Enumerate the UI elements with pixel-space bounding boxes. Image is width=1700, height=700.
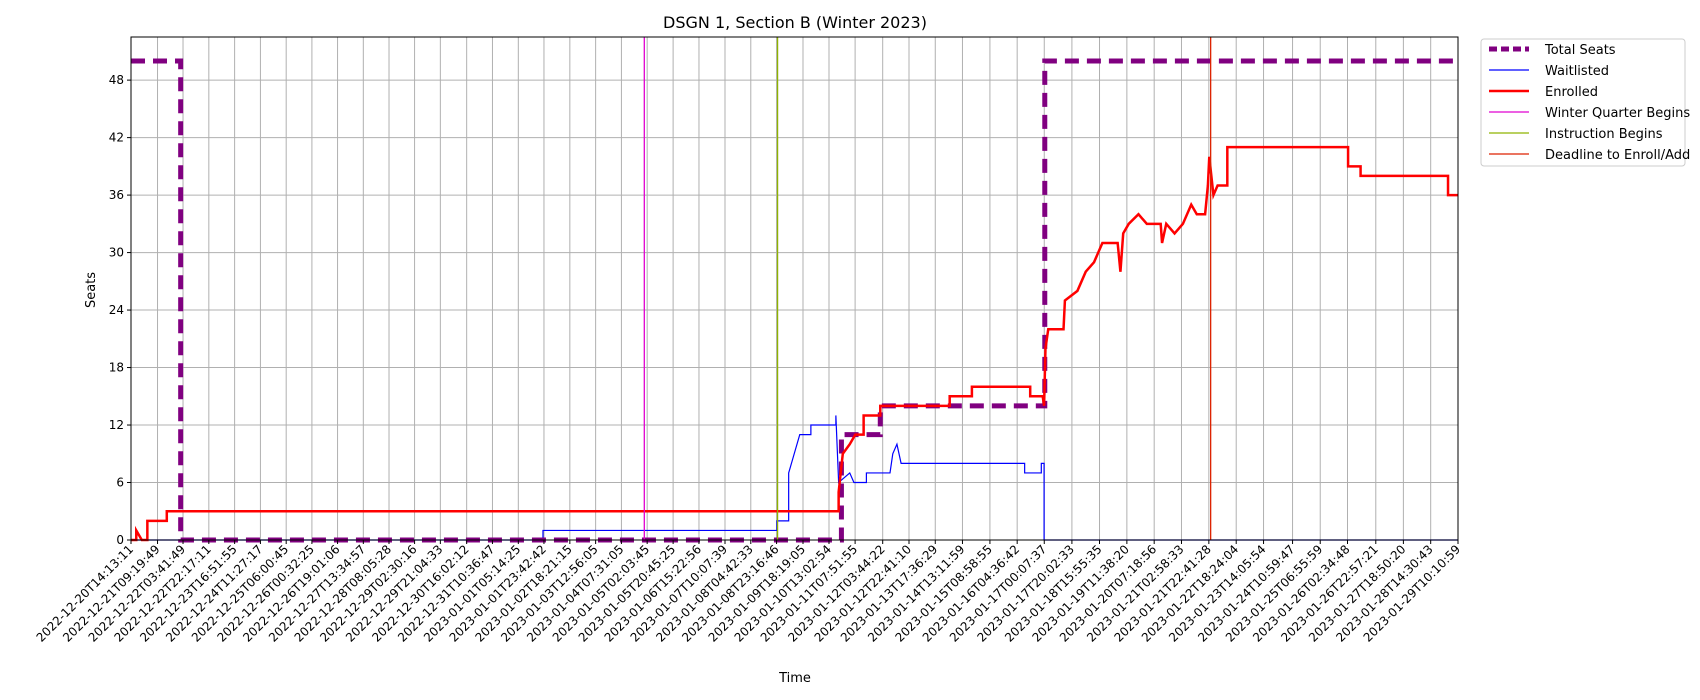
y-tick-label: 18 (109, 361, 124, 375)
y-tick-label: 48 (109, 73, 124, 87)
y-tick-label: 0 (116, 533, 124, 547)
y-axis: 0 6 12 18 24 30 36 42 48 (109, 73, 131, 547)
plot-area (131, 37, 1458, 543)
x-axis: 2022-12-20T14:13:112022-12-21T09:19:4920… (34, 540, 1463, 645)
series-line-total-seats (131, 58, 1458, 543)
legend-label: Waitlisted (1545, 64, 1609, 79)
legend-label: Enrolled (1545, 85, 1598, 100)
chart-title: DSGN 1, Section B (Winter 2023) (663, 13, 927, 32)
grid (130, 37, 1459, 541)
legend-box (1480, 38, 1686, 167)
y-tick-label: 24 (109, 303, 124, 317)
legend-label: Total Seats (1544, 43, 1616, 58)
series-line-enrolled (131, 145, 1458, 542)
series-line-waitlisted (131, 415, 1458, 541)
legend-label: Deadline to Enroll/Add (1545, 148, 1690, 163)
legend-label: Winter Quarter Begins (1545, 106, 1690, 121)
y-tick-label: 12 (109, 418, 124, 432)
legend: Total Seats Waitlisted Enrolled Winter Quar… (1480, 38, 1690, 167)
y-tick-label: 42 (109, 131, 124, 145)
legend-label: Instruction Begins (1545, 127, 1663, 142)
x-axis-label: Time (778, 671, 811, 686)
y-tick-label: 36 (109, 188, 124, 202)
y-tick-label: 30 (109, 246, 124, 260)
y-axis-label: Seats (84, 272, 99, 308)
plot-frame (130, 36, 1459, 541)
y-tick-label: 6 (116, 476, 124, 490)
